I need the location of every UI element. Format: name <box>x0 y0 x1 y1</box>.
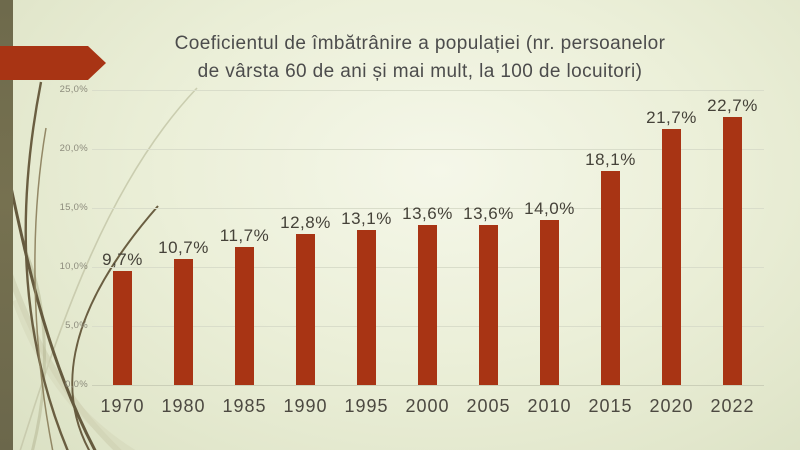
y-axis-tick-label: 0,0% <box>65 379 88 390</box>
grid-line <box>92 149 764 150</box>
y-axis-tick-label: 10,0% <box>59 261 88 272</box>
grid-line <box>92 385 764 386</box>
bar <box>296 233 315 385</box>
left-accent-stripe <box>0 0 13 450</box>
x-axis-label: 1980 <box>161 396 206 416</box>
bar-value-label: 22,7% <box>707 96 758 116</box>
slide-title: Coeficientul de îmbătrânire a populației… <box>40 30 800 86</box>
grid-line <box>92 208 764 209</box>
bar <box>601 171 620 385</box>
bar <box>479 224 498 385</box>
bar <box>174 258 193 385</box>
bar <box>662 128 681 385</box>
bar-value-label: 12,8% <box>280 212 331 232</box>
bar-value-label: 13,1% <box>341 209 392 229</box>
x-axis-label: 2022 <box>710 396 755 416</box>
bar <box>235 246 254 385</box>
bar <box>723 117 742 385</box>
y-axis-tick-label: 15,0% <box>59 202 88 213</box>
bar-value-label: 18,1% <box>585 150 636 170</box>
bar-value-label: 21,7% <box>646 107 697 127</box>
y-axis-tick-label: 20,0% <box>59 143 88 154</box>
bar <box>418 224 437 385</box>
bar-value-label: 14,0% <box>524 198 575 218</box>
bar-value-label: 9,7% <box>102 249 143 269</box>
bar-value-label: 13,6% <box>463 203 514 223</box>
bar-value-label: 13,6% <box>402 203 453 223</box>
bar-value-label: 11,7% <box>219 225 270 245</box>
x-axis-label: 2015 <box>588 396 633 416</box>
x-axis-label: 1990 <box>283 396 328 416</box>
bar <box>113 270 132 385</box>
slide-title-line-1: Coeficientul de îmbătrânire a populației… <box>174 33 666 54</box>
x-axis-label: 1985 <box>222 396 267 416</box>
x-axis-label: 2020 <box>649 396 694 416</box>
y-axis-tick-label: 25,0% <box>59 84 88 95</box>
x-axis-label: 2000 <box>405 396 450 416</box>
accent-arrow <box>0 46 106 80</box>
x-axis-label: 2005 <box>466 396 511 416</box>
x-axis-label: 2010 <box>527 396 572 416</box>
y-axis-tick-label: 5,0% <box>65 320 88 331</box>
bar-value-label: 10,7% <box>158 237 209 257</box>
bar <box>540 219 559 385</box>
x-axis-label: 1970 <box>100 396 145 416</box>
bar <box>357 230 376 385</box>
grid-line <box>92 90 764 91</box>
slide-title-line-2: de vârsta 60 de ani și mai mult, la 100 … <box>197 61 643 82</box>
x-axis-label: 1995 <box>344 396 389 416</box>
